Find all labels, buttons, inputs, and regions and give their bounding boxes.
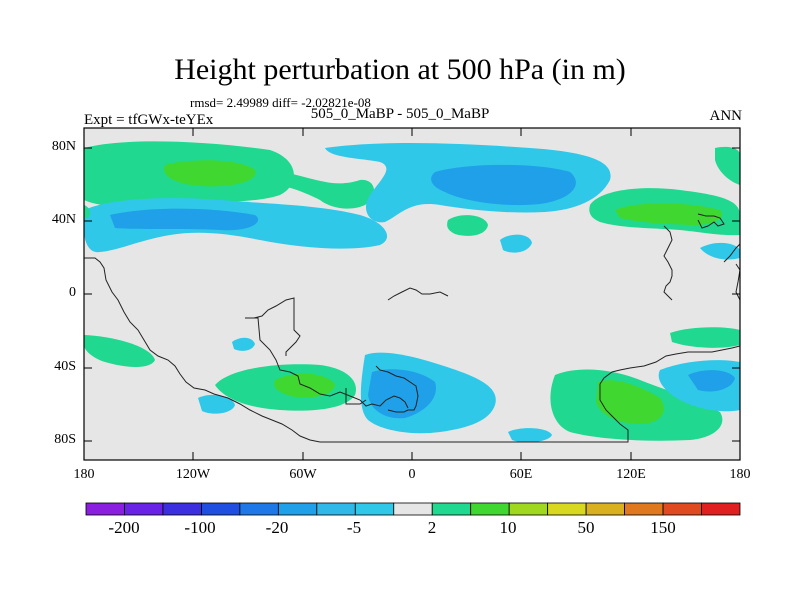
coast-japan [697,213,725,229]
colorbar-label: -5 [346,518,362,537]
coast-europe-asia [663,225,673,301]
sh-west-positive [84,335,155,367]
eurasia-negative-core [431,164,576,206]
experiment-label: Expt = tfGWx-teYEx [84,112,214,128]
lon-label-120e: 120E [616,467,646,482]
colorbar-swatch [354,502,395,516]
lat-label-0: 0 [69,285,76,300]
lat-label-80s: 80S [54,432,76,447]
na-positive-band [270,170,375,209]
colorbar [85,502,741,516]
colorbar-label: 2 [427,518,437,537]
colorbar-label: -20 [265,518,289,537]
lon-label-180w: 180 [73,467,95,482]
se-positive-edge [670,327,740,348]
colorbar-label: 150 [650,518,676,537]
colorbar-swatch [316,502,356,516]
coast-south-america [245,317,409,409]
stats-text: rmsd= 2.49989 diff= -2.02821e-08 [190,95,371,110]
heatmap-field [84,128,740,460]
colorbar-label: 50 [577,518,595,537]
arctic-positive-edge [715,146,740,185]
lon-label-0: 0 [408,467,416,482]
coast-antarctic [320,345,740,443]
lon-label-60e: 60E [509,467,533,482]
coast-east-asia [723,243,740,301]
colorbar-label: -200 [108,518,140,537]
colorbar-swatch [547,502,587,516]
sa-negative-core [368,369,436,419]
asia-negative-patch [500,234,532,253]
antarctic-negative [508,428,552,443]
colorbar-swatch [585,502,625,516]
coast-central-america [246,297,301,356]
colorbar-swatch [431,502,472,516]
coast-antarctic-peninsula [345,388,367,405]
colorbar-swatch [277,502,318,516]
colorbar-swatch [162,502,202,516]
figure-title: Height perturbation at 500 hPa (in m) [174,53,626,86]
lon-label-180e: 180 [729,467,751,482]
season-label: ANN [709,108,743,124]
sh-small-negative [232,337,255,351]
colorbar-swatch [85,502,125,516]
lat-label-40n: 40N [51,212,76,227]
colorbar-swatch [662,502,702,516]
np-negative-core [110,208,259,231]
lat-label-40s: 40S [54,359,76,374]
coast-pacific-west [84,257,321,443]
colorbar-swatch [508,502,549,516]
np-positive-core [164,160,256,187]
west-edge-positive [84,205,91,218]
coast-caribbean [387,287,449,301]
coastlines [84,213,740,443]
nwp-positive-core [615,203,723,226]
colorbar-label: -100 [184,518,216,537]
colorbar-swatch [239,502,279,516]
sp-small-negative [198,394,235,414]
axis-ticks [83,128,741,460]
coast-africa [375,365,419,413]
colorbar-swatch [393,502,433,516]
lon-label-120w: 120W [175,467,211,482]
case-label: 505_0_MaBP - 505_0_MaBP [310,106,490,122]
colorbar-swatch [201,502,241,516]
lat-label-80n: 80N [51,139,76,154]
colorbar-swatch [624,502,664,516]
colorbar-swatch [470,502,510,516]
asia-positive-patch [447,215,488,236]
colorbar-swatch [701,502,741,516]
io-positive-core [596,380,664,424]
lon-label-60w: 60W [289,467,317,482]
colorbar-label: 10 [499,518,517,537]
colorbar-swatch [124,502,164,516]
sep-negative-core [688,370,735,392]
